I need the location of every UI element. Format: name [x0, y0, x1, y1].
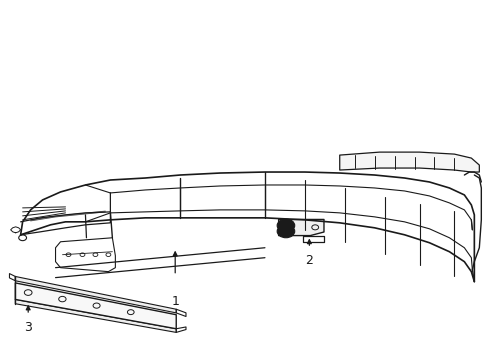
- Text: 2: 2: [305, 253, 313, 266]
- Polygon shape: [15, 300, 176, 332]
- Circle shape: [281, 228, 290, 235]
- Circle shape: [277, 219, 294, 232]
- Polygon shape: [278, 220, 324, 235]
- Text: 1: 1: [171, 294, 179, 307]
- Polygon shape: [15, 283, 176, 329]
- Polygon shape: [339, 152, 478, 172]
- Polygon shape: [15, 276, 176, 313]
- Circle shape: [277, 225, 294, 238]
- Circle shape: [281, 222, 290, 229]
- Text: 3: 3: [24, 321, 32, 334]
